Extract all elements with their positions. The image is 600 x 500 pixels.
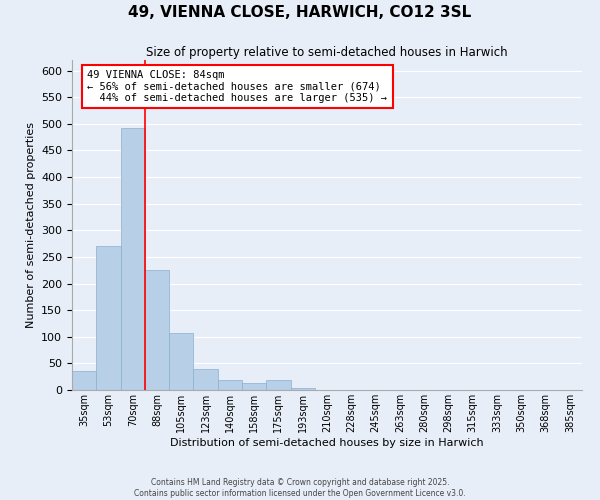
Bar xyxy=(266,380,290,390)
Bar xyxy=(145,270,169,390)
Title: Size of property relative to semi-detached houses in Harwich: Size of property relative to semi-detach… xyxy=(146,46,508,59)
Bar xyxy=(193,368,218,390)
Bar xyxy=(96,246,121,390)
X-axis label: Distribution of semi-detached houses by size in Harwich: Distribution of semi-detached houses by … xyxy=(170,438,484,448)
Text: Contains HM Land Registry data © Crown copyright and database right 2025.
Contai: Contains HM Land Registry data © Crown c… xyxy=(134,478,466,498)
Bar xyxy=(290,388,315,390)
Y-axis label: Number of semi-detached properties: Number of semi-detached properties xyxy=(26,122,35,328)
Bar xyxy=(218,380,242,390)
Text: 49, VIENNA CLOSE, HARWICH, CO12 3SL: 49, VIENNA CLOSE, HARWICH, CO12 3SL xyxy=(128,5,472,20)
Bar xyxy=(121,128,145,390)
Bar xyxy=(242,382,266,390)
Bar xyxy=(169,332,193,390)
Text: 49 VIENNA CLOSE: 84sqm
← 56% of semi-detached houses are smaller (674)
  44% of : 49 VIENNA CLOSE: 84sqm ← 56% of semi-det… xyxy=(88,70,388,103)
Bar xyxy=(72,372,96,390)
